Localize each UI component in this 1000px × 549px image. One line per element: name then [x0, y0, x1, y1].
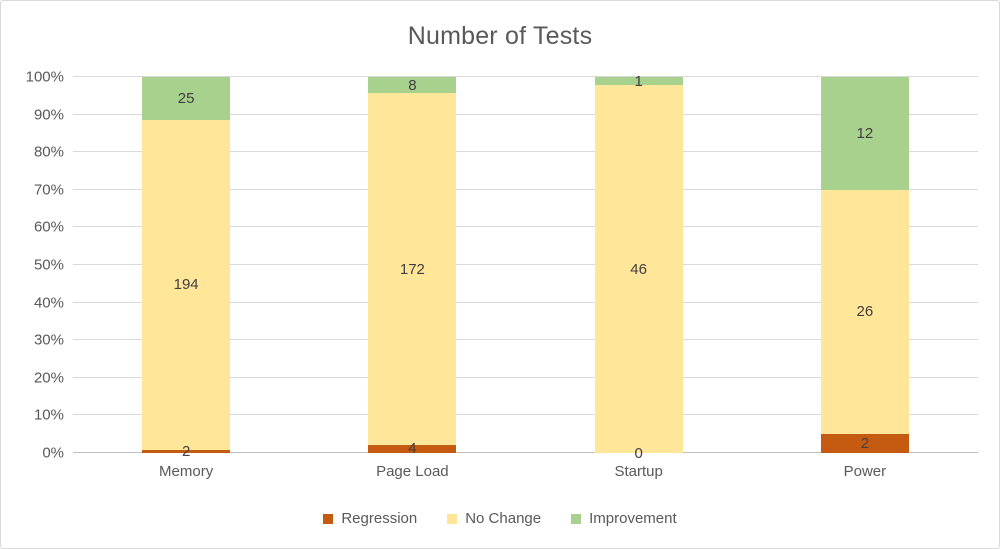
data-label-regression-power: 2 — [860, 435, 870, 453]
gridline-70% — [73, 188, 978, 190]
segment-no-change-power: 26 — [820, 189, 909, 435]
segment-regression-page-load: 4 — [368, 441, 457, 456]
gridline-50% — [73, 264, 978, 265]
bar-page-load: 8 172 4 — [368, 76, 457, 456]
x-category-label-startup: Startup — [614, 463, 663, 480]
segment-improvement-power: 12 — [820, 77, 909, 190]
y-tick-label: 80% — [33, 143, 64, 161]
data-label-improvement-memory: 25 — [177, 89, 195, 107]
data-label-no-change-startup: 46 — [630, 260, 647, 278]
data-label-no-change-memory: 194 — [173, 276, 199, 294]
legend-label: No Change — [465, 510, 542, 527]
legend-item-no-change: No Change — [447, 510, 541, 527]
segment-improvement-page-load: 8 — [368, 76, 457, 94]
data-label-improvement-startup: 1 — [634, 72, 643, 90]
data-label-improvement-page-load: 8 — [408, 76, 417, 94]
segment-improvement-startup: 1 — [594, 74, 683, 89]
legend-swatch-icon — [571, 513, 582, 524]
bar-startup: 1 46 0 — [594, 74, 683, 461]
bar-memory: 25 194 2 — [142, 77, 231, 459]
plot-area: 0% 10% 20% 30% 40% 50% 60% 70% 80% 90% 100% 25 194 2 8… — [26, 69, 978, 462]
gridline-60% — [73, 226, 978, 228]
data-label-no-change-power: 26 — [856, 303, 874, 321]
y-tick-label: 60% — [33, 218, 64, 236]
y-tick-label: 40% — [33, 294, 64, 312]
gridline-30% — [73, 339, 978, 341]
y-tick-label: 100% — [25, 68, 64, 86]
gridline-40% — [73, 301, 978, 303]
y-tick-label: 0% — [42, 444, 64, 462]
segment-no-change-memory: 194 — [142, 119, 231, 450]
data-label-no-change-page-load: 172 — [399, 260, 425, 278]
y-tick-label: 30% — [33, 331, 64, 349]
chart-title: Number of Tests — [407, 22, 593, 50]
y-tick-label: 20% — [33, 369, 64, 387]
x-axis-line — [73, 452, 978, 453]
segment-no-change-page-load: 172 — [368, 93, 457, 445]
data-label-regression-startup: 0 — [634, 444, 643, 462]
x-axis: Memory Page Load Startup Power — [73, 463, 978, 480]
gridline-10% — [73, 414, 978, 416]
gridline-100% — [73, 76, 978, 77]
segment-improvement-memory: 25 — [142, 77, 231, 120]
legend: Regression No Change Improvement — [1, 510, 999, 527]
x-category-label-power: Power — [843, 463, 887, 480]
gridline-80% — [73, 151, 978, 153]
legend-swatch-icon — [447, 513, 458, 524]
data-label-improvement-power: 12 — [856, 124, 874, 142]
y-tick-label: 10% — [33, 406, 64, 424]
y-tick-label: 50% — [33, 256, 64, 274]
legend-swatch-icon — [323, 513, 334, 524]
gridline-20% — [73, 376, 978, 378]
x-category-label-page-load: Page Load — [376, 463, 449, 480]
legend-label: Improvement — [589, 510, 677, 527]
segment-regression-memory: 2 — [142, 444, 231, 459]
y-tick-label: 90% — [33, 106, 64, 124]
data-label-regression-page-load: 4 — [408, 440, 417, 458]
x-category-label-memory: Memory — [159, 463, 214, 480]
bar-power: 12 26 2 — [820, 77, 909, 453]
legend-label: Regression — [341, 510, 418, 527]
data-label-regression-memory: 2 — [181, 442, 191, 460]
segment-regression-power: 2 — [820, 434, 909, 453]
y-tick-label: 70% — [33, 181, 64, 199]
segment-no-change-startup: 46 — [594, 85, 683, 453]
legend-item-improvement: Improvement — [571, 510, 677, 527]
legend-item-regression: Regression — [323, 510, 417, 527]
gridline-90% — [73, 113, 978, 115]
